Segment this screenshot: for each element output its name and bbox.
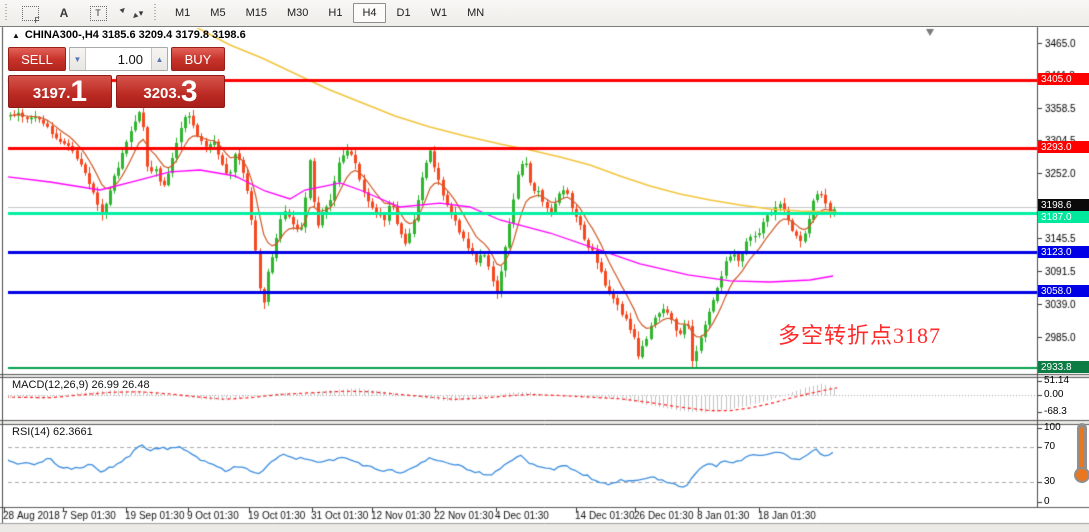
volume-increase-button[interactable]: ▲ xyxy=(151,48,167,70)
timeframe-D1[interactable]: D1 xyxy=(388,3,420,23)
text-label-icon: A xyxy=(59,6,69,20)
bid-pip-digit: 1 xyxy=(70,75,88,108)
indicator-axis-tick: 0 xyxy=(1044,496,1050,507)
sell-button[interactable]: SELL xyxy=(8,47,66,71)
arrows-tool-button[interactable]: ▸ ▸ ▾ xyxy=(115,1,149,25)
text-box-tool-button[interactable]: T xyxy=(81,1,115,25)
indicator-axis-tick: 51.14 xyxy=(1044,375,1070,386)
price-line-badge: 2933.8 xyxy=(1038,361,1089,373)
chart-title: ▲ CHINA300-,H4 3185.6 3209.4 3179.8 3198… xyxy=(12,29,246,41)
chart-title-text: CHINA300-,H4 3185.6 3209.4 3179.8 3198.6 xyxy=(24,29,246,41)
toolbar-grip[interactable] xyxy=(3,4,10,22)
indicator-axis-tick: 0.00 xyxy=(1044,389,1064,400)
bid-price-button[interactable]: 3197. 1 xyxy=(8,75,112,108)
timeframe-M15[interactable]: M15 xyxy=(237,3,276,23)
indicator-axis-tick: 30 xyxy=(1044,476,1056,487)
toolbar: F A T ▸ ▸ ▾ M1 M5 M15 M30 H1 H4 D1 W1 MN xyxy=(0,0,1089,27)
volume-stepper: ▼ 1.00 ▲ xyxy=(69,47,168,71)
text-label-tool-button[interactable]: A xyxy=(47,1,81,25)
fibonacci-icon: F xyxy=(21,5,40,25)
ask-price-button[interactable]: 3203. 3 xyxy=(116,75,225,108)
timeframe-M30[interactable]: M30 xyxy=(278,3,317,23)
fibonacci-tool-button[interactable]: F xyxy=(13,1,47,25)
indicator-axis-tick: 100 xyxy=(1044,422,1061,433)
price-line-badge: 3293.0 xyxy=(1038,141,1089,153)
timeframe-W1[interactable]: W1 xyxy=(422,3,457,23)
panel-collapse-icon[interactable]: ▲ xyxy=(12,30,20,40)
price-line-badge: 3123.0 xyxy=(1038,246,1089,258)
ask-pip-digit: 3 xyxy=(180,75,198,108)
toolbar-grip[interactable] xyxy=(152,4,159,22)
indicator-axis-tick: -68.3 xyxy=(1044,406,1067,417)
timeframe-M5[interactable]: M5 xyxy=(201,3,234,23)
price-line-badge: 3405.0 xyxy=(1038,73,1089,85)
thermometer-icon xyxy=(1074,423,1089,491)
chevron-down-icon: ▾ xyxy=(138,7,144,18)
volume-decrease-button[interactable]: ▼ xyxy=(70,48,86,70)
timeframe-H4[interactable]: H4 xyxy=(353,3,386,23)
chart-annotation-text: 多空转折点3187 xyxy=(778,323,942,348)
buy-button[interactable]: BUY xyxy=(171,47,225,71)
price-line-badge: 3058.0 xyxy=(1038,285,1089,297)
timeframe-M1[interactable]: M1 xyxy=(166,3,199,23)
rsi-label: RSI(14) 62.3661 xyxy=(12,426,93,438)
ask-main-digits: 3203. xyxy=(143,85,181,102)
arrows-icon: ▸ ▸ xyxy=(117,3,141,23)
price-line-badge: 3198.6 xyxy=(1038,199,1089,211)
one-click-trade-panel: SELL ▼ 1.00 ▲ BUY 3197. 1 3203. 3 xyxy=(8,47,225,108)
volume-value[interactable]: 1.00 xyxy=(117,51,143,67)
timeframe-H1[interactable]: H1 xyxy=(319,3,351,23)
timeframe-MN[interactable]: MN xyxy=(458,3,493,23)
indicator-axis-tick: 70 xyxy=(1044,441,1056,452)
bid-main-digits: 3197. xyxy=(32,85,71,102)
price-line-badge: 3187.0 xyxy=(1038,211,1089,223)
macd-label: MACD(12,26,9) 26.99 26.48 xyxy=(12,379,150,391)
text-box-icon: T xyxy=(89,5,107,21)
timeframe-group: M1 M5 M15 M30 H1 H4 D1 W1 MN xyxy=(166,3,493,23)
